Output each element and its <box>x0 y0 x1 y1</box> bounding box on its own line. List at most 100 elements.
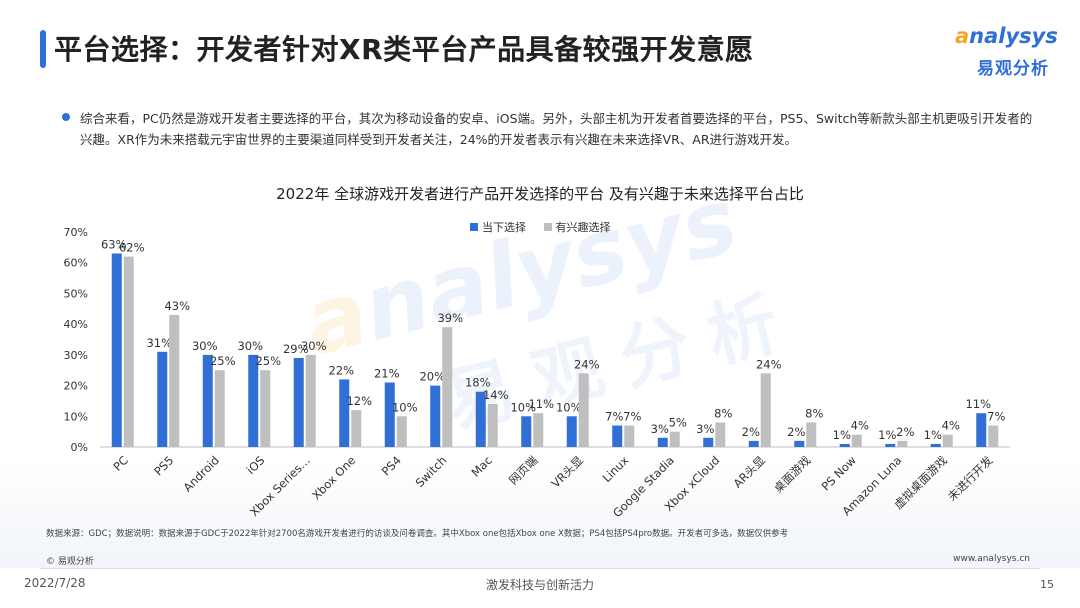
data-label-current: 10% <box>510 400 536 414</box>
data-label-interest: 2% <box>896 425 914 439</box>
data-label-interest: 25% <box>210 354 236 368</box>
data-label-interest: 7% <box>623 410 641 424</box>
y-tick-label: 30% <box>64 349 88 362</box>
bar-interest <box>305 354 316 447</box>
footer-slogan: 激发科技与创新活力 <box>485 578 594 592</box>
data-label-current: 30% <box>237 339 263 353</box>
data-label-current: 11% <box>965 397 991 411</box>
x-tick-label: PC <box>110 453 130 473</box>
data-label-interest: 4% <box>942 419 960 433</box>
bar-interest <box>942 434 953 447</box>
data-label-current: 1% <box>924 428 942 442</box>
report-date: 2022/7/28 <box>24 576 86 590</box>
bar-current <box>748 440 759 447</box>
data-label-interest: 39% <box>437 311 463 325</box>
bar-current <box>703 437 714 447</box>
x-tick-label: 网页端 <box>506 453 540 487</box>
bar-interest <box>624 425 635 447</box>
data-label-current: 3% <box>651 422 669 436</box>
data-label-current: 31% <box>146 336 172 350</box>
bar-interest <box>806 422 817 447</box>
y-tick-label: 10% <box>64 410 88 423</box>
data-label-interest: 62% <box>119 241 145 255</box>
data-label-current: 63% <box>101 238 127 252</box>
legend-item-current: 当下选择 <box>470 219 526 235</box>
title-accent-bar <box>40 30 46 68</box>
data-label-current: 21% <box>374 367 400 381</box>
bar-current <box>293 357 304 447</box>
bar-interest <box>260 370 271 447</box>
data-label-interest: 7% <box>987 410 1005 424</box>
data-label-interest: 8% <box>714 406 732 420</box>
legend-swatch-current <box>470 223 478 231</box>
data-label-interest: 24% <box>756 357 782 371</box>
bar-current <box>839 443 850 447</box>
bar-current <box>657 437 668 447</box>
bullet-dot-icon <box>62 113 70 121</box>
bar-current <box>794 440 805 447</box>
bar-interest <box>760 373 771 447</box>
bar-current <box>976 413 987 447</box>
data-label-interest: 12% <box>346 394 372 408</box>
x-tick-label: Android <box>181 453 222 494</box>
data-label-interest: 24% <box>574 357 600 371</box>
y-tick-label: 40% <box>64 318 88 331</box>
legend-swatch-interest <box>543 223 552 231</box>
x-tick-label: PS Now <box>819 453 859 493</box>
bar-chart: 0% 10% 20% 30% 40% 50% 60% 70% 63%62% PC 31% 43% PS5… <box>64 226 1010 520</box>
data-label-current: 18% <box>465 376 491 390</box>
data-label-interest: 14% <box>483 388 509 402</box>
x-tick-label: iOS <box>244 453 268 477</box>
data-label-interest: 11% <box>528 397 554 411</box>
bar-interest <box>851 434 862 447</box>
bar-interest <box>214 370 225 447</box>
y-tick-label: 0% <box>71 441 88 454</box>
data-label-interest: 30% <box>301 339 327 353</box>
bar-interest <box>351 410 362 447</box>
x-tick-label: PS5 <box>151 453 176 478</box>
website-link[interactable]: www.analysys.cn <box>953 554 1030 564</box>
data-label-current: 10% <box>556 400 582 414</box>
data-label-current: 3% <box>696 422 714 436</box>
data-label-current: 2% <box>787 425 805 439</box>
data-label-interest: 8% <box>805 406 823 420</box>
data-label-current: 20% <box>419 370 445 384</box>
bar-current <box>111 253 122 447</box>
x-tick-label: PS4 <box>379 453 404 478</box>
analysys-logo: analysys 易观分析 <box>955 24 1065 80</box>
bar-interest <box>988 425 999 447</box>
data-label-current: 1% <box>833 428 851 442</box>
data-label-current: 22% <box>328 363 354 377</box>
bar-current <box>930 443 941 447</box>
x-tick-label: AR头显 <box>730 453 768 491</box>
bar-interest <box>123 256 134 447</box>
legend-label-interest: 有兴趣选择 <box>555 221 611 234</box>
data-label-interest: 43% <box>164 299 190 313</box>
page-number: 15 <box>1040 578 1054 591</box>
data-label-interest: 25% <box>255 354 281 368</box>
copyright-text: © 易观分析 <box>46 557 94 567</box>
data-label-current: 2% <box>742 425 760 439</box>
logo-text-en: analysys <box>955 24 1058 48</box>
x-tick-label: Xbox One <box>309 453 358 502</box>
y-tick-label: 20% <box>64 380 88 393</box>
x-tick-label: 未进行开发 <box>945 453 996 504</box>
background-skyline <box>0 458 1080 568</box>
bar-interest <box>487 404 498 447</box>
bar-current <box>430 385 441 447</box>
y-tick-label: 60% <box>64 257 88 270</box>
bar-interest <box>442 327 453 447</box>
x-tick-label: 桌面游戏 <box>771 453 814 496</box>
data-source-note: 数据来源：GDC；数据说明：数据来源于GDC于2022年针对2700名游戏开发者… <box>46 529 789 539</box>
bar-current <box>885 443 896 447</box>
summary-paragraph: 综合来看，PC仍然是游戏开发者主要选择的平台，其次为移动设备的安卓、iOS端。另… <box>80 111 1033 147</box>
chart-title: 2022年 全球游戏开发者进行产品开发选择的平台 及有兴趣于未来选择平台占比 <box>276 185 804 203</box>
x-tick-label: Switch <box>413 453 450 490</box>
bar-interest <box>715 422 726 447</box>
bar-current <box>384 382 395 447</box>
bar-interest <box>533 413 544 447</box>
data-label-current: 1% <box>878 428 896 442</box>
x-tick-label: Linux <box>600 453 632 485</box>
bar-current <box>202 354 213 447</box>
bar-current <box>157 351 168 447</box>
